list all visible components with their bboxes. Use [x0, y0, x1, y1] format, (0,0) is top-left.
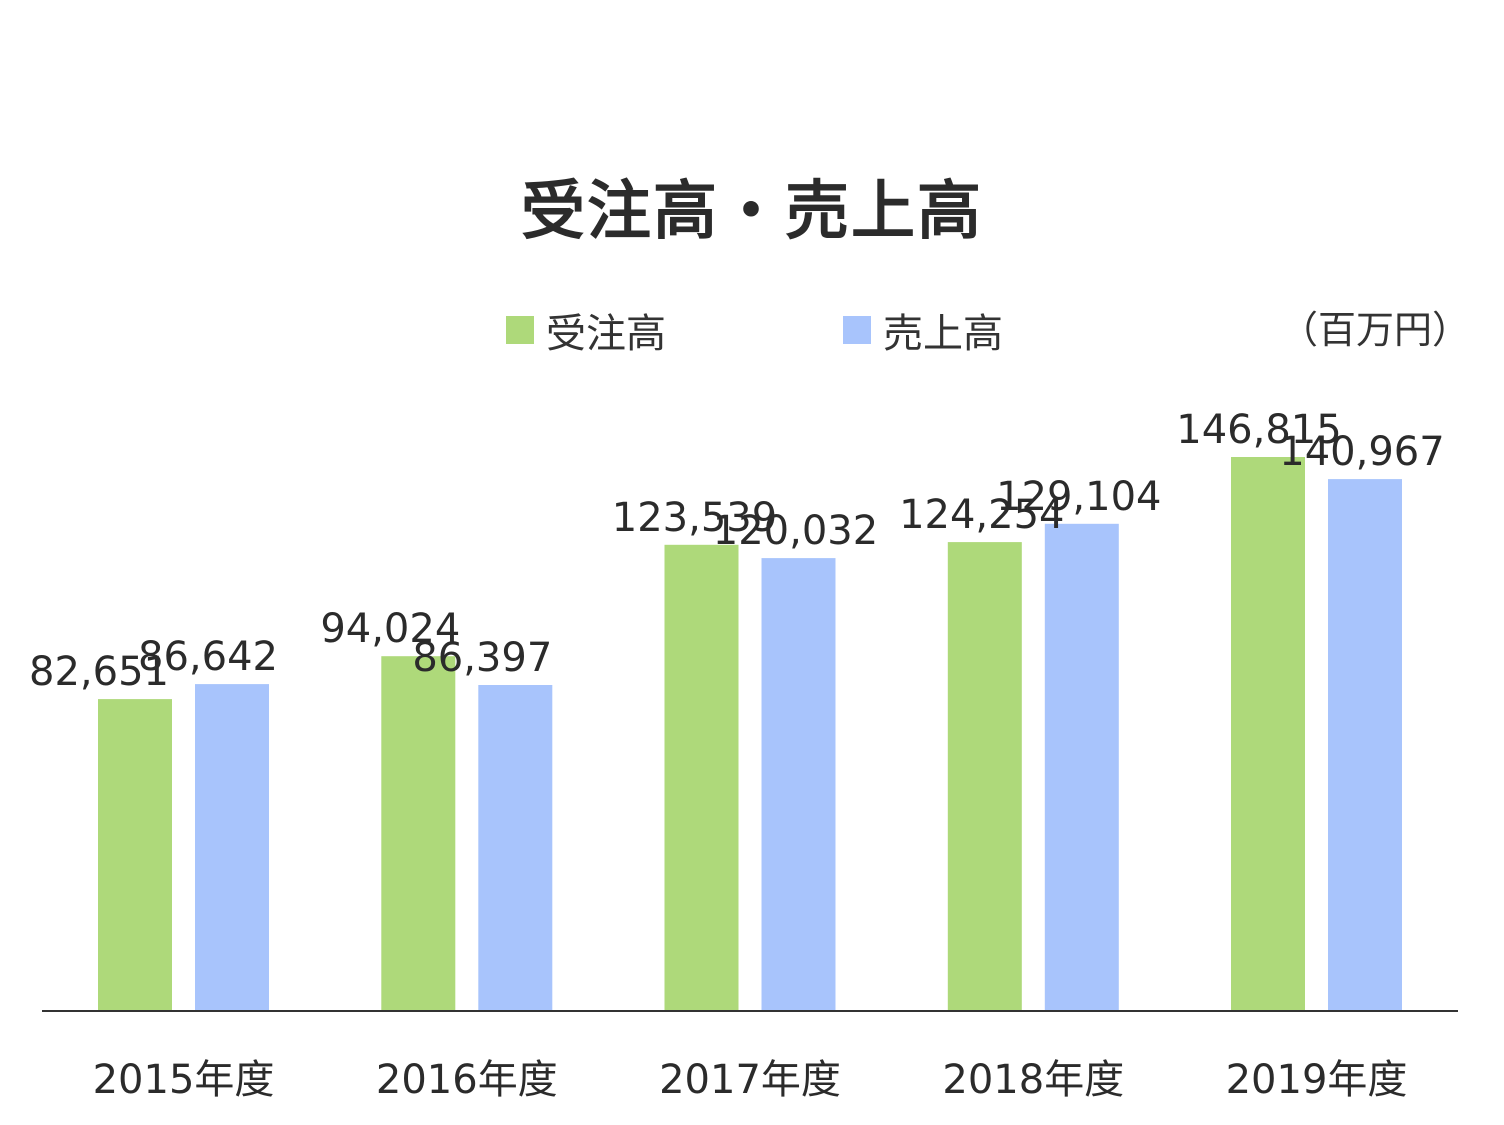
data-label-orders-2: 123,539 [612, 495, 777, 541]
data-label-orders-4: 146,815 [1176, 407, 1341, 453]
x-tick-label-2: 2017年度 [659, 1057, 841, 1103]
x-axis-ticks: 2015年度 2016年度 2017年度 2018年度 2019年度 [93, 1057, 1408, 1103]
bar-orders-0 [98, 699, 172, 1011]
legend-swatch-orders [506, 316, 534, 344]
bars-layer [98, 457, 1402, 1012]
unit-label: （百万円） [1279, 308, 1470, 352]
legend-swatch-sales [843, 316, 871, 344]
x-tick-label-0: 2015年度 [93, 1057, 275, 1103]
data-label-orders-1: 94,024 [320, 606, 460, 652]
data-label-sales-4: 140,967 [1279, 429, 1444, 475]
legend-item-sales: 売上高 [843, 306, 1003, 357]
x-tick-label-4: 2019年度 [1226, 1057, 1408, 1103]
legend-item-orders: 受注高 [506, 306, 666, 357]
data-label-sales-2: 120,032 [713, 508, 878, 554]
bar-sales-1 [478, 685, 553, 1011]
bar-sales-2 [761, 558, 836, 1011]
bar-sales-4 [1328, 479, 1402, 1012]
legend-label-sales: 売上高 [883, 311, 1003, 357]
chart-title: 受注高・売上高 [521, 175, 983, 249]
bar-orders-4 [1231, 457, 1305, 1011]
data-label-sales-0: 86,642 [138, 634, 278, 680]
bar-sales-3 [1044, 523, 1119, 1011]
data-label-sales-3: 129,104 [996, 474, 1161, 520]
bar-sales-0 [195, 684, 269, 1011]
bar-orders-3 [947, 542, 1022, 1011]
data-label-orders-0: 82,651 [29, 649, 169, 695]
data-label-sales-1: 86,397 [412, 635, 552, 681]
x-tick-label-1: 2016年度 [376, 1057, 558, 1103]
x-tick-label-3: 2018年度 [942, 1057, 1124, 1103]
bar-orders-2 [664, 544, 739, 1011]
data-label-orders-3: 124,254 [899, 492, 1064, 538]
legend-label-orders: 受注高 [546, 311, 666, 357]
bar-orders-1 [381, 656, 456, 1011]
